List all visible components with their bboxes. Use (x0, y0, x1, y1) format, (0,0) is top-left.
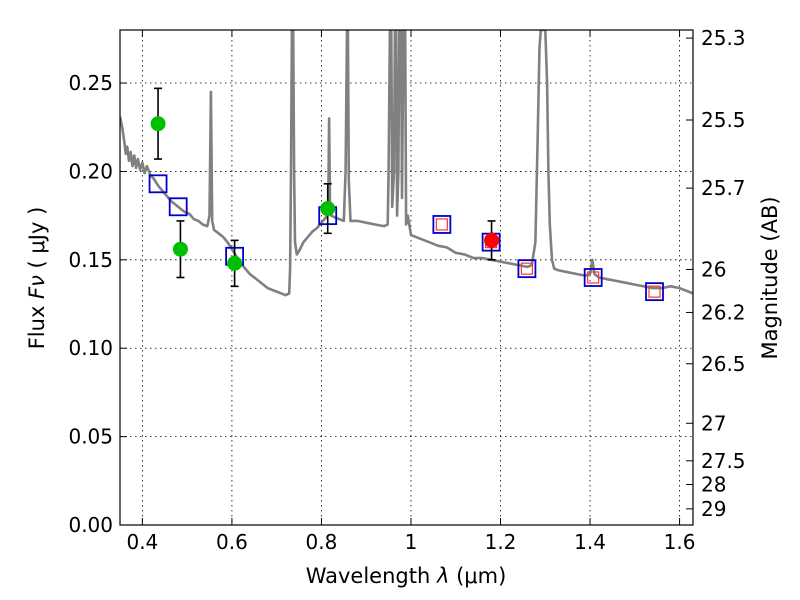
y2-tick-label: 25.3 (701, 26, 746, 50)
y2-axis-label: Magnitude (AB) (758, 196, 782, 359)
x-tick-label: 1.6 (664, 530, 696, 554)
x-tick-label: 1.4 (574, 530, 606, 554)
y2-tick-label: 26.2 (701, 300, 746, 324)
y-tick-label: 0.05 (68, 425, 113, 449)
x-tick-label: 0.8 (306, 530, 338, 554)
observed-green-point (227, 255, 243, 271)
observed-green-point (150, 116, 166, 132)
y-axis-label: Flux Fν ( μJy ) (25, 207, 49, 350)
model-square-blue-point (517, 259, 537, 279)
y2-tick-label: 25.5 (701, 108, 746, 132)
x-tick-label: 1 (405, 530, 418, 554)
model-square-red-point (587, 271, 600, 284)
y2-tick-label: 26 (701, 257, 726, 281)
observed-green-point (172, 241, 188, 257)
y2-tick-label: 26.5 (701, 352, 746, 376)
model-square-blue-point (148, 174, 168, 194)
plot-frame (119, 29, 694, 526)
y-tick-label: 0.10 (68, 336, 113, 360)
x-axis-label: Wavelength λ (μm) (306, 564, 507, 588)
model-square-blue-point (583, 268, 603, 287)
model-square-blue-point (168, 197, 188, 217)
y2-tick-label: 27.5 (701, 449, 746, 473)
tick-layer: 0.4 0.6 0.8 1 1.2 1.4 1.6 0.00 0.05 0.10 0.15 0.20 0… (68, 26, 745, 554)
model-square-blue-point (432, 215, 452, 234)
y-tick-label: 0.20 (68, 159, 113, 183)
model-square-red-point (520, 262, 534, 275)
marker-layer (148, 87, 664, 302)
model-square-blue-point (645, 282, 664, 302)
x-tick-label: 0.4 (126, 530, 158, 554)
model-square-red-point (435, 218, 448, 231)
y2-tick-label: 28 (701, 473, 726, 497)
y2-tick-label: 29 (701, 497, 726, 521)
x-tick-label: 1.2 (485, 530, 517, 554)
observed-green-point (320, 201, 336, 217)
y2-tick-label: 25.7 (701, 176, 746, 200)
y-tick-label: 0.25 (68, 71, 113, 95)
x-tick-label: 0.6 (216, 530, 248, 554)
observed-red-point (484, 232, 500, 248)
y2-tick-label: 27 (701, 411, 726, 435)
y-tick-label: 0.15 (68, 248, 113, 272)
y-tick-label: 0.00 (68, 513, 113, 537)
model-square-red-point (648, 285, 661, 298)
